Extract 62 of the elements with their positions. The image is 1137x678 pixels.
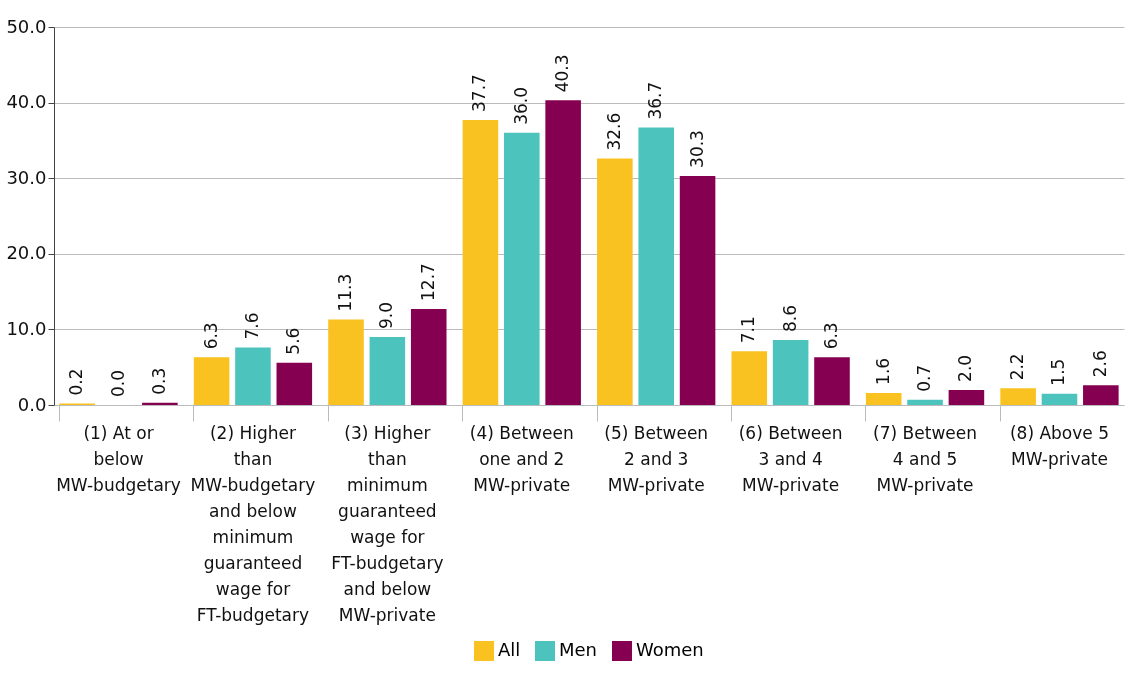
x-tick-label: (4) Between one and 2 MW-private <box>469 422 574 495</box>
y-tick-label: 0.0 <box>17 393 47 415</box>
x-tick-label: (6) Between 3 and 4 MW-private <box>738 422 843 495</box>
legend-label: All <box>498 639 521 660</box>
x-tick-label: (7) Between 4 and 5 MW-private <box>873 422 977 495</box>
data-label: 0.2 <box>66 368 87 396</box>
bar <box>276 362 313 405</box>
x-tick-label: (5) Between 2 and 3 MW-private <box>604 422 709 495</box>
bar <box>1083 385 1119 405</box>
data-label: 0.7 <box>914 364 935 392</box>
data-label: 7.6 <box>241 312 262 340</box>
y-tick-label: 10.0 <box>6 317 47 339</box>
bar <box>731 351 768 405</box>
bar <box>369 336 406 405</box>
data-label: 5.6 <box>283 327 304 355</box>
bar <box>865 392 902 405</box>
bar <box>907 399 943 405</box>
bar <box>597 158 633 405</box>
data-label: 6.3 <box>200 322 221 350</box>
y-tick-label: 20.0 <box>6 242 47 264</box>
bar <box>504 132 540 405</box>
data-label: 0.0 <box>107 369 128 397</box>
data-label: 37.7 <box>469 74 490 112</box>
legend-label: Men <box>559 639 598 660</box>
data-label: 6.3 <box>820 322 841 350</box>
y-tick-label: 40.0 <box>6 91 47 113</box>
y-tick-label: 50.0 <box>6 15 47 37</box>
data-label: 1.5 <box>1048 358 1069 386</box>
data-label: 30.3 <box>686 130 707 168</box>
x-tick-label: (2) Higher than MW-budgetary and below minimum guaranteed wage for FT-budgetary <box>190 422 316 625</box>
data-label: 2.0 <box>955 354 976 382</box>
data-label: 2.6 <box>1089 350 1110 378</box>
data-label: 1.6 <box>872 357 893 385</box>
data-label: 40.3 <box>552 54 573 93</box>
x-tick-label: (1) At or below MW-budgetary <box>56 422 181 495</box>
bar <box>814 357 850 405</box>
data-label: 0.3 <box>148 367 169 395</box>
bar <box>638 127 674 405</box>
x-tick-label: (8) Above 5 MW-private <box>1009 422 1109 469</box>
y-tick-label: 30.0 <box>6 166 47 188</box>
bar <box>772 339 809 405</box>
data-label: 11.3 <box>335 273 356 312</box>
legend-label: Women <box>636 639 704 660</box>
bar <box>545 100 581 405</box>
bar <box>948 389 985 405</box>
bar <box>1000 388 1036 405</box>
data-label: 12.7 <box>417 263 438 301</box>
bar <box>235 347 271 405</box>
bar <box>462 119 499 405</box>
data-label: 36.7 <box>645 81 666 120</box>
bar <box>193 357 230 405</box>
bar <box>328 319 364 405</box>
bar <box>1041 393 1078 405</box>
data-label: 7.1 <box>738 316 759 344</box>
data-label: 36.0 <box>510 86 531 125</box>
x-tick-label: (3) Higher than minimum guaranteed wage for FT-budgetary and below MW-private <box>331 422 444 625</box>
data-label: 9.0 <box>376 301 397 329</box>
bar <box>410 308 447 405</box>
data-label: 8.6 <box>779 304 800 332</box>
data-label: 32.6 <box>603 112 624 151</box>
data-label: 2.2 <box>1007 353 1028 381</box>
bar <box>679 175 716 405</box>
